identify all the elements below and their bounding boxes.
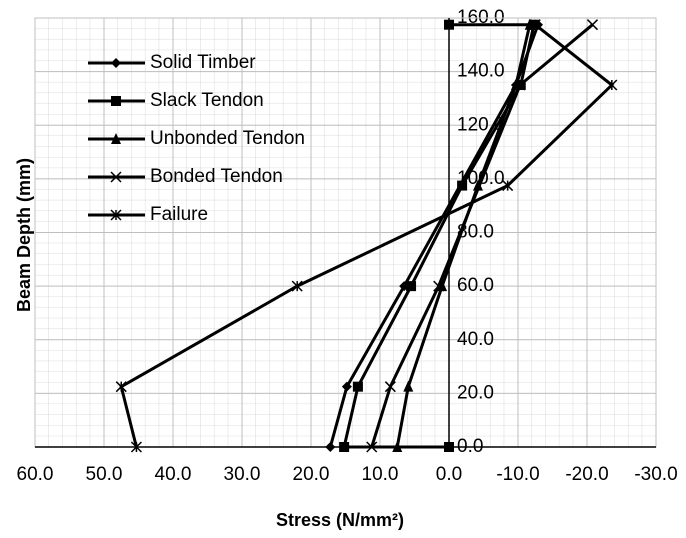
x-tick-label: 40.0 (155, 464, 192, 485)
marker (115, 381, 127, 393)
marker (339, 442, 350, 452)
legend-label: Unbonded Tendon (150, 128, 305, 149)
marker (111, 96, 121, 106)
y-axis-title: Beam Depth (mm) (14, 158, 34, 312)
marker (433, 280, 445, 292)
legend-label: Bonded Tendon (150, 166, 283, 187)
x-tick-label: 0.0 (436, 464, 462, 485)
marker (437, 280, 448, 292)
y-tick-label: 60.0 (457, 275, 494, 296)
x-tick-label: 20.0 (293, 464, 330, 485)
x-tick-label: 50.0 (86, 464, 123, 485)
legend-label: Failure (150, 204, 208, 225)
y-tick-label: 40.0 (457, 329, 494, 350)
series-line (342, 23, 536, 449)
x-axis-title: Stress (N/mm²) (276, 510, 404, 530)
marker (444, 19, 454, 30)
marker (514, 79, 526, 91)
marker (384, 381, 396, 393)
marker (403, 380, 414, 392)
series-line (119, 23, 615, 448)
legend-label: Solid Timber (150, 52, 256, 73)
marker (130, 441, 142, 453)
marker (111, 133, 121, 144)
y-tick-label: 80.0 (457, 222, 494, 243)
marker (406, 281, 417, 292)
marker (352, 381, 363, 392)
marker (110, 209, 122, 221)
x-tick-label: 30.0 (224, 464, 261, 485)
x-tick-label: -10.0 (496, 464, 539, 485)
x-tick-label: 10.0 (362, 464, 399, 485)
legend-label: Slack Tendon (150, 90, 264, 111)
marker (291, 280, 303, 292)
marker (457, 180, 468, 191)
marker (111, 58, 121, 68)
x-tick-label: -30.0 (634, 464, 677, 485)
y-tick-label: 20.0 (457, 382, 494, 403)
marker (529, 19, 541, 31)
marker (110, 171, 122, 183)
y-tick-label: 140.0 (457, 61, 505, 82)
marker (366, 441, 378, 453)
x-tick-label: 60.0 (17, 464, 54, 485)
marker (325, 442, 336, 452)
marker (502, 180, 514, 192)
marker (586, 19, 599, 31)
marker (528, 19, 539, 30)
marker (606, 79, 618, 91)
y-tick-label: 120.0 (457, 114, 505, 135)
marker (392, 441, 403, 452)
marker (444, 442, 454, 452)
marker (341, 381, 352, 392)
x-tick-label: -20.0 (565, 464, 608, 485)
